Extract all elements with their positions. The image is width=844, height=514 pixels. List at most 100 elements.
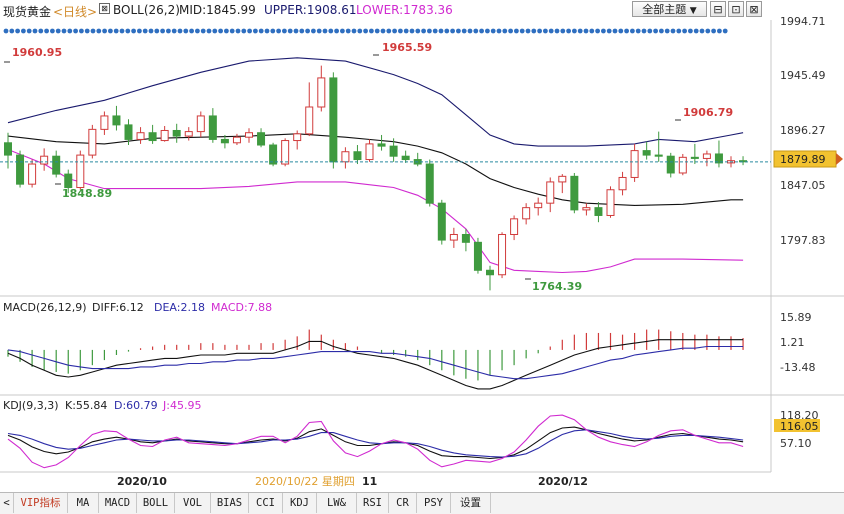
marker-dot [15,28,20,34]
candle-body [220,138,229,144]
tab-psy[interactable]: PSY [417,493,451,513]
candle-body [172,129,181,137]
marker-dot [473,28,479,34]
tab-scroll-left[interactable]: < [0,493,14,513]
marker-dot [206,28,212,34]
candle-body [245,132,253,138]
marker-dot [32,28,38,34]
tab-cci[interactable]: CCI [249,493,283,513]
marker-dot [212,28,218,34]
candle-body [305,106,314,135]
marker-dot [612,28,618,34]
theme-dropdown-button[interactable]: 全部主题 ▼ [632,1,707,17]
close-icon[interactable]: ⊠ [746,1,762,17]
boll-label: BOLL(26,2) [113,3,180,17]
tab-vip[interactable]: VIP指标 [14,493,68,513]
kdj-tick: 57.10 [780,437,812,450]
tab-rsi[interactable]: RSI [357,493,389,513]
tab-boll[interactable]: BOLL [137,493,175,513]
tab-vol[interactable]: VOL [175,493,211,513]
marker-dot [247,28,253,34]
marker-dot [676,28,682,34]
candle-body [377,143,386,147]
marker-dot [606,28,612,34]
marker-dot [392,28,397,34]
price-annotations: 1960.95 1848.89 1965.59 1764.39 1906.79 [12,41,733,293]
chevron-down-icon: ▼ [689,6,697,16]
candle-body [317,77,326,108]
maximize-icon[interactable]: ⊡ [728,1,744,17]
candle-body [40,155,49,165]
marker-dot [125,28,131,34]
marker-dot [305,28,310,34]
candle-body [437,202,446,241]
candle-body [52,155,61,175]
candle-body [582,207,591,211]
marker-dot [218,28,224,34]
tab-kdj[interactable]: KDJ [283,493,317,513]
time-tick: 2020/12 [538,475,588,488]
tab-macd[interactable]: MACD [99,493,137,513]
marker-dot [50,28,55,34]
candle-body [353,151,362,161]
marker-dot [461,28,467,34]
instrument-name: 现货黄金 [3,5,52,19]
marker-dot [693,28,699,34]
marker-dot [444,28,450,34]
tab-settings[interactable]: 设置 [451,493,491,513]
tab-ma[interactable]: MA [68,493,99,513]
macd-panel [7,329,744,390]
candle-body [112,115,121,126]
kdj-d-line [7,429,744,458]
marker-dot [73,28,78,34]
marker-dot [705,28,711,34]
period-selector[interactable]: <日线> [53,5,98,19]
marker-dot [287,28,293,34]
marker-dot [311,28,316,34]
marker-dot [253,28,258,34]
marker-dot [508,28,513,34]
tab-cr[interactable]: CR [389,493,417,513]
current-price-value: 1879.89 [780,153,826,166]
marker-dot [299,28,305,34]
split-view-icon[interactable]: ⊟ [710,1,726,17]
boll-upper-line [7,57,744,147]
macd-diff-line [7,339,744,390]
marker-dot [398,28,403,34]
marker-dot [490,28,496,34]
candlestick-chart: 1994.71 1945.49 1896.27 1847.05 1797.83 … [0,15,844,488]
candle-body [594,207,603,216]
marker-dot [241,28,247,34]
marker-dot [415,28,421,34]
candle-body [365,143,374,161]
marker-dot [61,28,67,34]
candle-body [88,128,97,156]
marker-dot [154,28,160,34]
macd-tick: -13.48 [780,361,815,374]
marker-dot [166,28,171,34]
marker-dot [438,28,444,34]
marker-dot [543,28,548,34]
candle-body [690,156,699,159]
macd-header: MACD(26,12,9) DIFF:6.12 DEA:2.18 MACD:7.… [3,301,272,314]
tab-lw[interactable]: LW& [317,493,357,513]
indicator-tab-bar: < VIP指标 MA MACD BOLL VOL BIAS CCI KDJ LW… [0,492,844,514]
candle-body [630,150,639,178]
macd-hist-value: MACD:7.88 [211,301,272,314]
tab-bias[interactable]: BIAS [211,493,249,513]
marker-dot [44,28,49,34]
candle-body [281,140,290,165]
marker-dot [595,28,600,34]
candle-series [4,65,748,291]
candle-body [401,155,410,161]
candle-body [232,136,241,144]
current-price-arrow-icon [836,153,843,165]
marker-dot [711,28,716,34]
marker-dot [293,28,299,34]
marker-dot [282,28,287,34]
marker-dot [560,28,566,34]
marker-dot [467,28,473,34]
marker-dot [137,28,142,34]
candle-body [196,115,205,133]
